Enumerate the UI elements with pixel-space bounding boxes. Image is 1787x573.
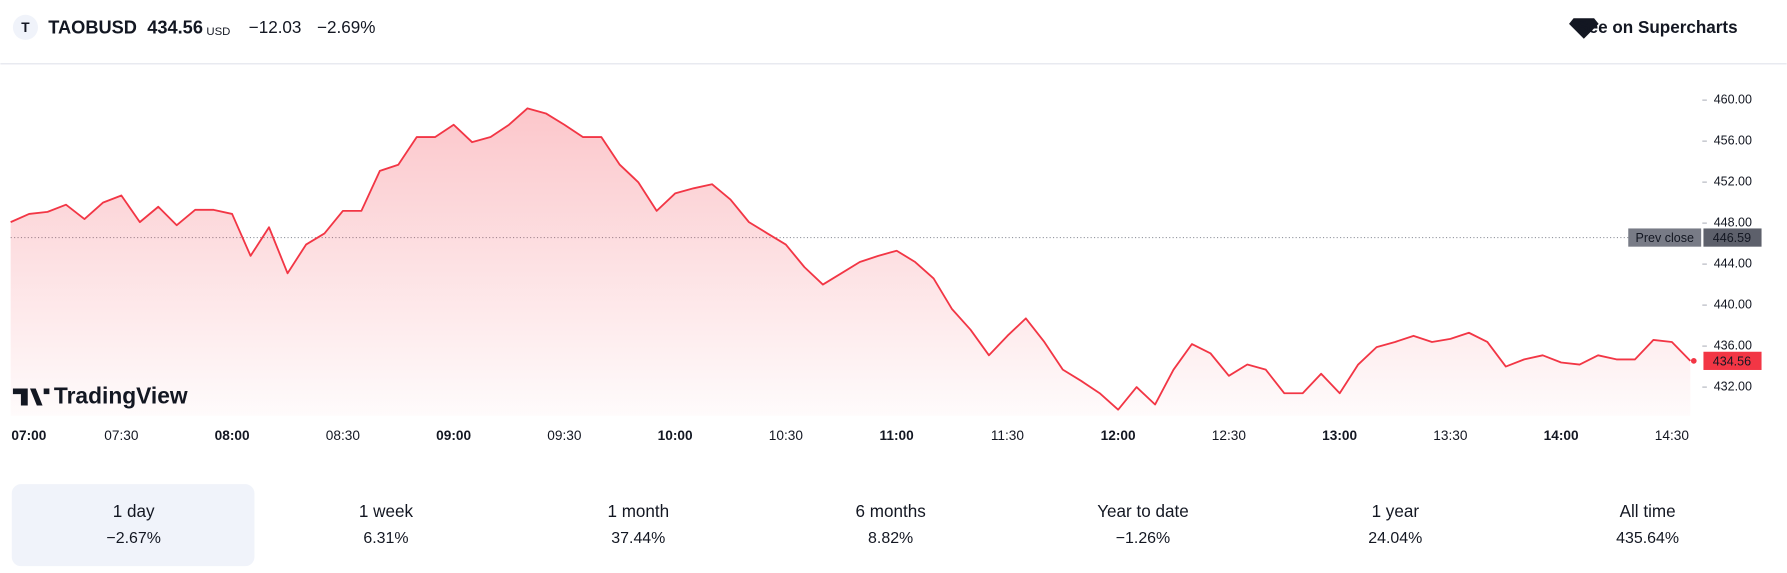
period-hit[interactable]: [770, 484, 1013, 566]
period-label[interactable]: 6 months: [856, 502, 926, 521]
plot: 432.00 436.00 440.00 444.00 448.00 452.00 456.…: [10, 92, 1762, 443]
price-line: [10, 107, 1691, 411]
period-change[interactable]: 435.64%: [1616, 530, 1679, 547]
period-selected-bg: [11, 484, 255, 567]
x-tick-label: 10:30: [769, 428, 804, 443]
logo-mark: [12, 388, 50, 406]
x-tick-label: 13:30: [1433, 428, 1468, 443]
symbol-icon: [12, 14, 38, 40]
period-label[interactable]: 1 year: [1372, 502, 1420, 521]
period-hit[interactable]: [265, 484, 508, 566]
period-label[interactable]: 1 day: [113, 502, 155, 521]
x-tick-label: 08:00: [215, 428, 250, 443]
periods: 1 day −2.67% 1 week 6.31% 1 month 37.44% 6 mon…: [11, 484, 1770, 567]
last-point: [1690, 358, 1697, 364]
supercharts-icon[interactable]: [1569, 18, 1599, 39]
currency: USD: [206, 26, 230, 38]
period-hit[interactable]: [1275, 484, 1518, 566]
period-label[interactable]: All time: [1620, 502, 1676, 521]
symbol: TAOBUSD: [48, 17, 137, 37]
area-fill: [10, 108, 1691, 416]
symbol-icon-glyph: T: [21, 20, 30, 35]
logo-text: TradingView: [54, 383, 188, 409]
last-price-tag: [1703, 351, 1762, 370]
period-change[interactable]: −1.26%: [1116, 530, 1171, 547]
period-change[interactable]: −2.67%: [106, 530, 160, 547]
x-tick-label: 08:30: [326, 428, 361, 443]
x-tick-label: 09:00: [436, 428, 471, 443]
prev-close-value: 446.59: [1713, 231, 1751, 245]
x-tick-label: 12:30: [1212, 428, 1247, 443]
y-tick-label: 452.00: [1714, 174, 1752, 188]
period-hit[interactable]: [518, 484, 761, 566]
logo: TradingView: [12, 383, 188, 409]
x-tick-label: 07:30: [104, 428, 139, 443]
y-tick-label: 436.00: [1714, 338, 1752, 352]
y-tick-label: 460.00: [1714, 92, 1752, 106]
period-label[interactable]: 1 week: [359, 502, 414, 521]
x-tick-label: 14:00: [1544, 428, 1579, 443]
period-change[interactable]: 37.44%: [611, 530, 665, 547]
last-price-label: 434.56: [1713, 354, 1751, 368]
y-tick-label: 432.00: [1714, 379, 1752, 393]
x-tick-label: 13:00: [1322, 428, 1357, 443]
x-tick-label: 12:00: [1101, 428, 1136, 443]
period-change[interactable]: 8.82%: [868, 530, 913, 547]
prev-close-tag: [1628, 228, 1702, 247]
x-tick-label: 07:00: [11, 428, 46, 443]
period-hit[interactable]: [1022, 484, 1265, 566]
period-label[interactable]: Year to date: [1097, 502, 1188, 521]
x-tick-label: 10:00: [658, 428, 693, 443]
x-tick-label: 11:00: [880, 428, 915, 443]
y-tick-label: 440.00: [1714, 297, 1752, 311]
period-change[interactable]: 24.04%: [1368, 530, 1422, 547]
period-change[interactable]: 6.31%: [363, 530, 408, 547]
x-tick-label: 09:30: [547, 428, 582, 443]
period-hit[interactable]: [1527, 484, 1770, 566]
change: −12.03: [249, 18, 302, 37]
prev-close-value-tag: [1703, 228, 1762, 247]
price: 434.56: [147, 17, 203, 37]
y-tick-label: 444.00: [1714, 256, 1752, 270]
prev-close-label: Prev close: [1635, 231, 1693, 245]
supercharts-link[interactable]: See on Supercharts: [1577, 18, 1737, 37]
x-tick-label: 14:30: [1655, 428, 1690, 443]
x-tick-label: 11:30: [991, 428, 1025, 443]
period-label[interactable]: 1 month: [607, 502, 669, 521]
y-tick-label: 448.00: [1714, 215, 1752, 229]
change-percent: −2.69%: [317, 18, 375, 37]
y-tick-label: 456.00: [1714, 133, 1752, 147]
